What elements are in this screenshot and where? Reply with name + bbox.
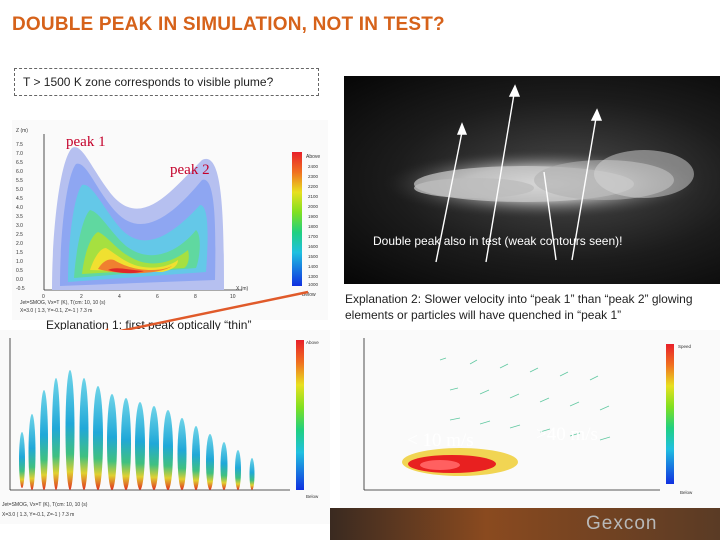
y-tick: -0.5 [16, 286, 25, 292]
y-tick: 0.0 [16, 277, 23, 283]
x-axis-label: X (m) [236, 286, 249, 292]
y-tick: 1.5 [16, 250, 23, 256]
slice-contour-plot: Jet=SMOG, Vx=T (K), T(cm: 10, 10 (s) X=3… [0, 330, 330, 524]
legend-title: Above [306, 154, 320, 160]
plot3-legend-bar [666, 344, 674, 484]
legend-value: 1400 [308, 264, 319, 269]
plot1-legend-bar [292, 152, 302, 286]
footer-logo: Gexcon [586, 513, 658, 534]
temperature-contour-plot: Z (m) 7.5 7.0 6.5 6.0 5.5 5.0 4.5 4.0 3.… [12, 120, 328, 320]
y-tick: 3.0 [16, 223, 23, 229]
temperature-contour-svg: Z (m) 7.5 7.0 6.5 6.0 5.5 5.0 4.5 4.0 3.… [16, 128, 320, 314]
plot2-caption-2: X=3.0 ( 1.3, Y=-0.1, Z=-1 ) 7.3 m [2, 512, 74, 518]
velocity-fast-label: >40 m/s [536, 424, 598, 445]
y-tick: 3.5 [16, 214, 23, 220]
peak-2-label: peak 2 [170, 162, 210, 178]
legend-value: 2300 [308, 174, 319, 179]
y-tick: 5.5 [16, 178, 23, 184]
legend-value: 1300 [308, 274, 319, 279]
legend-value: 2100 [308, 194, 319, 199]
x-tick: 10 [230, 294, 236, 300]
photo-caption: Double peak also in test (weak contours … [373, 234, 623, 248]
plume-photo-svg [384, 84, 704, 263]
slide-title: DOUBLE PEAK IN SIMULATION, NOT IN TEST? [12, 14, 445, 35]
y-tick: 7.0 [16, 151, 23, 157]
plot1-caption-2: X=3.0 ( 1.3, Y=-0.1, Z=-1 ) 7.3 m [20, 308, 92, 314]
x-tick: 4 [118, 294, 121, 300]
legend-title: Above [306, 340, 319, 345]
y-tick: 4.0 [16, 205, 23, 211]
peak-1-label: peak 1 [66, 134, 106, 150]
y-tick: 2.5 [16, 232, 23, 238]
velocity-slow-label: < 10 m/s [407, 430, 474, 451]
legend-value: 1000 [308, 282, 319, 287]
explanation-2: Explanation 2: Slower velocity into “pea… [345, 292, 693, 322]
legend-value: 2200 [308, 184, 319, 189]
plot2-legend-bar [296, 340, 304, 490]
x-tick: 2 [80, 294, 83, 300]
legend-footer: Below [302, 292, 316, 298]
y-tick: 0.5 [16, 268, 23, 274]
velocity-vectors [439, 357, 611, 441]
footer-strip [330, 508, 720, 540]
subtitle-box: T > 1500 K zone corresponds to visible p… [14, 68, 319, 96]
legend-value: 1600 [308, 244, 319, 249]
y-axis-label: Z (m) [16, 128, 28, 134]
photo-arrows [435, 84, 603, 263]
x-tick: 8 [194, 294, 197, 300]
y-tick: 5.0 [16, 187, 23, 193]
x-tick: 6 [156, 294, 159, 300]
velocity-field-plot: Speed Below [340, 330, 720, 508]
legend-value: 1900 [308, 214, 319, 219]
legend-footer: Below [680, 490, 693, 495]
y-tick: 6.0 [16, 169, 23, 175]
legend-footer: Below [306, 494, 319, 499]
legend-title: Speed [678, 344, 692, 349]
y-tick: 4.5 [16, 196, 23, 202]
legend-value: 2000 [308, 204, 319, 209]
legend-value: 1800 [308, 224, 319, 229]
slice-contour-svg: Jet=SMOG, Vx=T (K), T(cm: 10, 10 (s) X=3… [2, 338, 319, 518]
legend-value: 2400 [308, 164, 319, 169]
plot1-y-ticks: Z (m) 7.5 7.0 6.5 6.0 5.5 5.0 4.5 4.0 3.… [16, 128, 28, 292]
y-tick: 2.0 [16, 241, 23, 247]
x-tick: 0 [42, 294, 45, 300]
y-tick: 7.5 [16, 142, 23, 148]
slices [19, 370, 255, 490]
plot1-caption-1: Jet=SMOG, Vx=T (K), T(cm: 10, 10 (s) [20, 300, 106, 306]
test-plume-photo [344, 76, 720, 284]
legend-value: 1700 [308, 234, 319, 239]
subtitle-text: T > 1500 K zone corresponds to visible p… [23, 75, 274, 89]
y-tick: 6.5 [16, 160, 23, 166]
plot1-x-ticks: 0 2 4 6 8 10 X (m) [42, 286, 249, 300]
y-tick: 1.0 [16, 259, 23, 265]
legend-value: 1500 [308, 254, 319, 259]
velocity-field-svg: Speed Below [363, 338, 693, 495]
plot2-caption-1: Jet=SMOG, Vx=T (K), T(cm: 10, 10 (s) [2, 502, 88, 508]
